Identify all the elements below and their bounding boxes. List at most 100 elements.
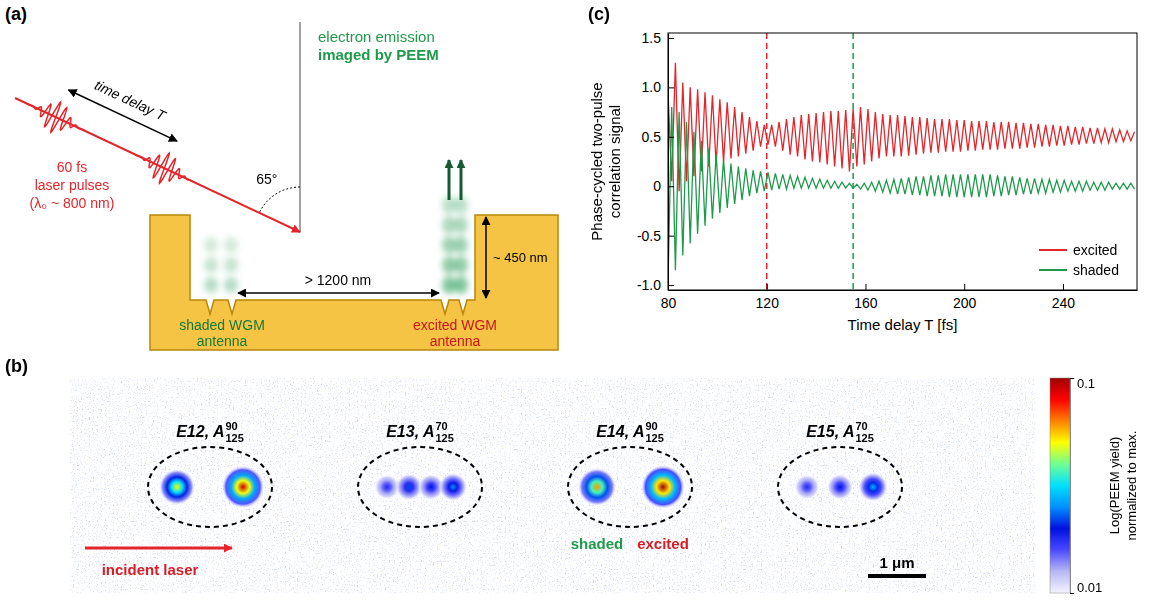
antenna: E15, A70125 (778, 420, 902, 527)
image-background (70, 378, 1035, 593)
vline (852, 33, 854, 290)
x-axis-title: Time delay T [fs] (848, 316, 958, 333)
antenna-label: E13, A70125 (386, 420, 454, 444)
emission-arrow (448, 160, 451, 200)
antenna-sub: 125 (435, 432, 453, 444)
antenna-outline (568, 447, 692, 527)
plume-blob (454, 256, 468, 274)
antenna-sub: 125 (225, 432, 243, 444)
y-tick-mark (668, 38, 674, 39)
panel-letter: (c) (588, 4, 610, 24)
x-tick: 120 (756, 284, 780, 311)
x-tick-mark (865, 284, 866, 290)
y-axis-line (668, 34, 669, 291)
legend-label: shaded (1073, 262, 1119, 278)
antenna-sup: 90 (225, 420, 237, 432)
role-label: shaded (571, 535, 624, 552)
antenna-name: E13, A (386, 423, 434, 440)
y-tick-mark (668, 186, 674, 187)
antenna: E14, A90125 shaded excited (568, 420, 692, 552)
antenna-label: E14, A90125 (596, 420, 664, 444)
markers (767, 33, 853, 290)
y-tick: 0.5 (642, 129, 674, 145)
figure: (a)time delay T60 fslaser pulses(λ₀ ~ 80… (0, 0, 1150, 603)
plume-blob (204, 277, 218, 293)
vline (766, 33, 768, 290)
plume-blob (442, 216, 456, 234)
y-tick-label: 1.5 (642, 30, 662, 46)
legend-label: excited (1073, 242, 1117, 258)
panel-letter: (b) (5, 356, 28, 376)
role-label: excited (637, 535, 689, 552)
x-axis: 80120160200240 (661, 284, 1138, 311)
y-tick-label: 0.5 (642, 129, 662, 145)
hot-spot (858, 472, 888, 502)
y-tick-mark (668, 236, 674, 237)
scale-bar (868, 574, 926, 578)
x-tick: 240 (1052, 284, 1076, 311)
laser-pulse (27, 102, 85, 132)
legend-swatch (1039, 269, 1067, 271)
emission-label: imaged by PEEM (318, 46, 439, 63)
laser-pulse (135, 153, 193, 183)
antenna-sup: 90 (645, 420, 657, 432)
scale-bar-label: 1 μm (879, 554, 914, 571)
colorbar-tick: 0.1 (1070, 376, 1095, 391)
plume-blob (454, 236, 468, 254)
y-tick-mark (668, 87, 674, 88)
excited-antenna-label: antenna (430, 333, 481, 349)
y-axis-title: Phase-cycled two-pulse (588, 82, 605, 240)
x-axis-line (669, 290, 1138, 291)
colorbar-tick-label: 0.1 (1077, 376, 1095, 391)
antenna-label: E15, A70125 (806, 420, 874, 444)
pulse-label: (λ₀ ~ 800 nm) (30, 195, 115, 211)
y-tick-label: 0 (653, 178, 661, 194)
angle-arc (259, 187, 300, 213)
x-tick-label: 200 (953, 295, 977, 311)
colorbar-title: Log(PEEM yield) (1107, 437, 1122, 535)
gold-substrate (150, 215, 558, 350)
x-tick: 160 (854, 284, 878, 311)
surface-normal (300, 22, 301, 232)
excited-antenna-label: excited WGM (413, 317, 497, 333)
plume-blob (442, 276, 456, 294)
antenna-name: E15, A (806, 423, 854, 440)
separation-arrow (238, 292, 439, 294)
x-tick-label: 120 (756, 295, 780, 311)
hot-spot (641, 465, 685, 509)
colorbar-title: normalized to max. (1124, 431, 1139, 541)
y-tick: 1.0 (642, 79, 674, 95)
hot-spot (159, 469, 195, 505)
antenna-outline (358, 447, 482, 527)
emission-plume (204, 196, 468, 294)
hot-spot (578, 468, 616, 506)
y-tick: 1.5 (642, 30, 674, 46)
y-tick-label: -1.0 (637, 277, 661, 293)
antenna-sup: 70 (855, 420, 867, 432)
plot-lines (668, 63, 1135, 283)
legend: excited shaded (1033, 236, 1131, 284)
y-tick: -0.5 (637, 228, 674, 244)
separation-label: > 1200 nm (305, 272, 372, 288)
pulse-label: 60 fs (57, 159, 87, 175)
image-noise (70, 378, 1035, 593)
antenna-sub: 125 (855, 432, 873, 444)
colorbar-axis-line (1071, 379, 1075, 594)
antenna-name: E14, A (596, 423, 644, 440)
legend-swatch (1039, 249, 1067, 251)
colorbar-axis: 0.010.1 (1070, 376, 1102, 595)
colorbar-tick-mark (1070, 378, 1074, 379)
angle-label: 65° (256, 171, 277, 187)
hot-spot (827, 474, 853, 500)
y-tick-mark (668, 285, 674, 286)
time-delay-label: time delay T (92, 77, 169, 125)
hot-spot (795, 475, 820, 500)
colorbar-tick-mark (1070, 593, 1074, 594)
y-tick-label: -0.5 (637, 228, 661, 244)
plume-blob (442, 256, 456, 274)
legend-box (1033, 236, 1131, 284)
shaded-antenna-label: shaded WGM (179, 317, 265, 333)
depth-arrow (485, 217, 487, 298)
panel-letter: (a) (5, 4, 27, 24)
y-axis-title: correlation signal (606, 105, 623, 218)
